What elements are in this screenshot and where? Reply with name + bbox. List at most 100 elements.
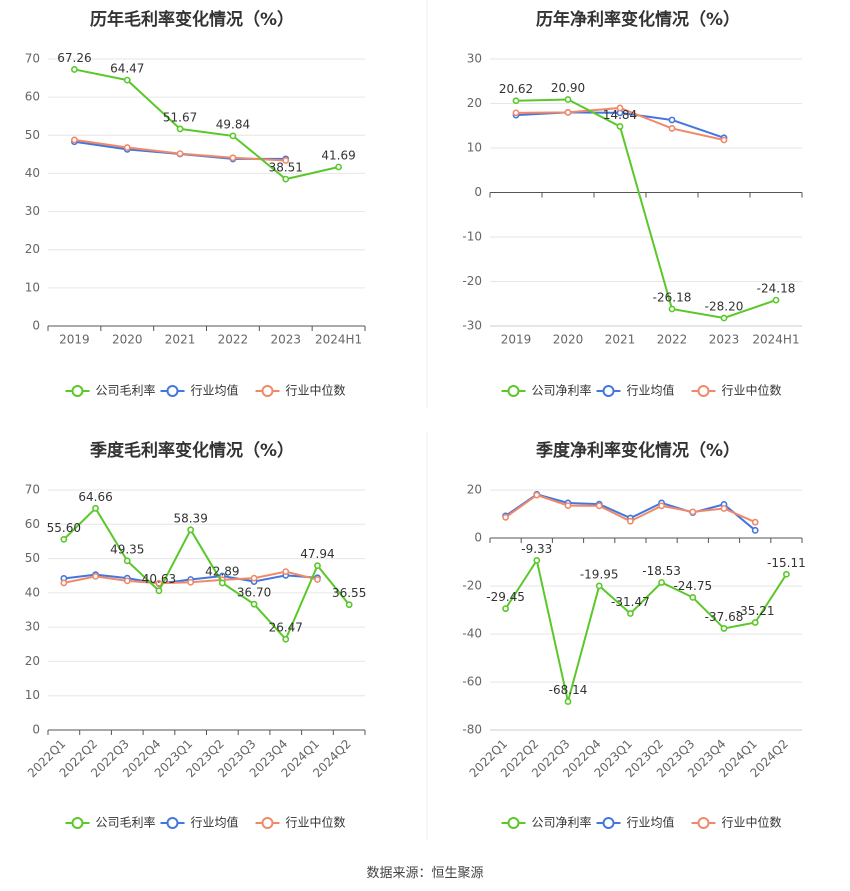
data-point-company — [123, 557, 131, 565]
data-label: -24.75 — [673, 579, 712, 593]
data-label: 47.94 — [300, 547, 334, 561]
x-tick-label: 2021 — [605, 333, 636, 347]
legend-swatch-marker — [71, 385, 84, 397]
y-tick-label: -20 — [462, 579, 482, 593]
x-tick-label: 2020 — [112, 333, 143, 347]
data-point-company — [502, 605, 509, 613]
data-point-industry_median — [512, 109, 520, 117]
data-point-company — [533, 556, 541, 564]
data-point-company — [751, 619, 759, 626]
series-line-industry_avg — [505, 493, 756, 532]
legend-item-industry_avg: 行业均值 — [596, 815, 675, 830]
legend-label: 行业中位数 — [722, 815, 782, 830]
data-label: -31.47 — [611, 595, 650, 609]
legend-swatch-marker — [261, 385, 274, 397]
data-label: -9.33 — [521, 542, 552, 556]
data-point-industry_median — [60, 579, 68, 587]
data-point-company — [512, 97, 520, 105]
data-point-company — [720, 625, 728, 632]
data-point-company — [783, 570, 790, 578]
legend-label: 行业中位数 — [722, 383, 782, 398]
data-point-industry_median — [533, 491, 541, 499]
legend-swatch-marker — [507, 817, 520, 829]
chart-title: 历年毛利率变化情况（%） — [90, 9, 294, 30]
data-label: -37.68 — [705, 610, 744, 624]
y-tick-label: 20 — [25, 654, 40, 668]
data-point-company — [123, 76, 131, 84]
series-line-company — [63, 506, 350, 642]
data-point-industry_median — [229, 154, 237, 162]
legend-item-company: 公司毛利率 — [65, 383, 156, 398]
data-label: -18.53 — [642, 564, 681, 578]
data-label: 36.70 — [237, 586, 271, 600]
series-line-company — [74, 68, 339, 181]
y-tick-label: 30 — [25, 620, 40, 634]
data-point-industry_median — [595, 502, 603, 510]
data-point-industry_median — [155, 579, 163, 587]
y-tick-label: 0 — [474, 185, 482, 199]
y-tick-label: -80 — [462, 723, 482, 737]
x-tick-label: 2024H1 — [315, 333, 362, 347]
y-tick-label: -40 — [462, 627, 482, 641]
chart-panel-2: 历年净利率变化情况（%） -30 -20 -10 0 10 20 30 2019 2020 2021… — [462, 9, 803, 398]
data-label: 41.69 — [321, 148, 355, 162]
data-label: -19.95 — [580, 567, 619, 581]
data-label: 38.51 — [269, 161, 303, 175]
data-point-industry_median — [689, 508, 697, 516]
y-tick-label: 0 — [474, 531, 482, 545]
legend-item-industry_median: 行业中位数 — [255, 383, 346, 398]
data-point-company — [627, 610, 634, 617]
legend-label: 行业均值 — [627, 815, 675, 830]
data-label: 64.47 — [110, 62, 144, 76]
data-point-industry_median — [123, 577, 131, 585]
data-point-industry_median — [751, 518, 759, 526]
x-tick-label: 2024H1 — [752, 333, 799, 347]
legend-swatch-marker — [602, 385, 615, 397]
legend-item-industry_avg: 行业均值 — [160, 815, 239, 830]
y-tick-label: 50 — [25, 551, 40, 565]
data-point-industry_median — [502, 513, 509, 521]
data-point-company — [314, 562, 321, 570]
y-tick-label: 70 — [25, 483, 40, 497]
x-tick-label: 2023 — [709, 333, 740, 347]
data-label: 20.62 — [499, 82, 533, 96]
series-line-company — [515, 98, 777, 320]
chart-panel-4: 季度净利率变化情况（%）-80-60-40-200202022Q12022Q22… — [462, 440, 805, 830]
legend-item-company: 公司净利率 — [501, 383, 592, 398]
x-tick-label: 2019 — [59, 333, 90, 347]
data-point-company — [218, 579, 226, 587]
data-label: 40.63 — [142, 572, 176, 586]
y-tick-label: 40 — [25, 166, 40, 180]
legend-label: 行业中位数 — [286, 383, 346, 398]
data-label: 67.26 — [57, 51, 91, 65]
legend-label: 行业均值 — [191, 383, 239, 398]
data-point-company — [176, 125, 184, 133]
legend-swatch-marker — [71, 817, 84, 829]
data-point-industry_median — [564, 109, 572, 116]
data-label: 55.60 — [47, 521, 81, 535]
y-tick-label: -10 — [462, 230, 482, 244]
chart-panel-3: 季度毛利率变化情况（%）0102030405060702022Q12022Q22… — [25, 440, 367, 830]
series-line-company — [504, 557, 788, 702]
data-point-industry_median — [616, 104, 624, 112]
data-point-company — [335, 163, 342, 171]
data-label: -68.14 — [549, 683, 588, 697]
legend-swatch-marker — [697, 385, 710, 397]
data-point-company — [60, 535, 68, 543]
data-label: 49.35 — [110, 542, 144, 556]
data-source-note: 数据来源：恒生聚源 — [366, 866, 484, 881]
legend-swatch-marker — [697, 817, 710, 829]
data-point-industry_median — [314, 576, 321, 583]
legend-item-company: 公司净利率 — [501, 815, 592, 830]
data-point-industry_median — [176, 150, 184, 157]
data-point-company — [155, 587, 163, 595]
data-point-company — [345, 601, 353, 609]
legend-label: 行业中位数 — [286, 815, 346, 830]
legend-item-industry_avg: 行业均值 — [596, 383, 675, 398]
y-tick-label: -60 — [462, 675, 482, 689]
y-tick-label: 30 — [467, 52, 482, 66]
data-point-industry_median — [71, 136, 78, 144]
data-point-company — [595, 582, 603, 590]
data-point-company — [229, 132, 237, 140]
data-point-industry_median — [187, 578, 195, 586]
